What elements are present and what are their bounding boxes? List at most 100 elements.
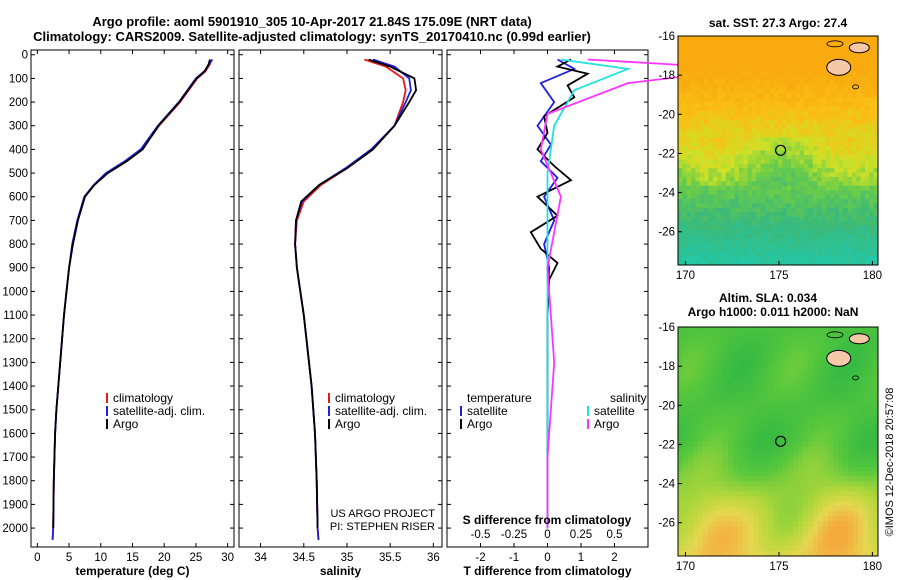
map-cell: [868, 486, 874, 492]
map-cell: [708, 376, 714, 383]
map-cell: [817, 80, 822, 85]
map-cell: [730, 88, 735, 94]
map-cell: [853, 526, 859, 532]
map-cell: [686, 80, 692, 85]
map-cell: [760, 40, 766, 46]
map-cell: [713, 481, 719, 487]
map-cell: [704, 80, 709, 85]
map-cell: [873, 176, 879, 182]
map-cell: [698, 411, 704, 418]
map-cell: [834, 234, 840, 239]
map-cell: [768, 461, 774, 467]
map-cell: [823, 461, 829, 467]
map-cell: [791, 93, 796, 99]
map-cell: [756, 62, 762, 68]
map-cell: [864, 185, 870, 191]
map-cell: [688, 496, 694, 502]
map-cell: [817, 216, 822, 222]
map-cell: [753, 401, 759, 408]
map-cell: [808, 216, 814, 222]
map-cell: [858, 416, 864, 422]
map-cell: [834, 88, 840, 94]
map-cell: [683, 531, 689, 537]
map-cell: [730, 119, 735, 125]
map-cell: [728, 461, 734, 467]
map-cell: [703, 361, 709, 368]
map-cell: [730, 84, 735, 90]
map-cell: [778, 376, 784, 383]
map-cell: [798, 446, 804, 452]
map-cell: [738, 516, 744, 522]
map-cell: [786, 88, 792, 94]
map-cell: [795, 207, 801, 213]
map-cell: [717, 137, 722, 143]
map-cell: [783, 391, 789, 398]
map-cell: [678, 36, 683, 41]
map-cell: [704, 115, 709, 121]
map-cell: [763, 461, 769, 467]
map-cell: [695, 238, 701, 244]
map-cell: [728, 501, 734, 507]
map-cell: [703, 551, 709, 557]
map-cell: [693, 386, 699, 393]
map-cell: [738, 327, 744, 333]
map-cell: [786, 119, 792, 125]
map-cell: [751, 124, 757, 129]
map-cell: [723, 431, 729, 437]
map-cell: [804, 256, 809, 261]
map-cell: [725, 40, 731, 46]
map-cell: [738, 536, 744, 542]
map-cell: [758, 546, 764, 552]
map-cell: [830, 53, 835, 59]
map-cell: [808, 229, 814, 235]
map-cell: [833, 486, 839, 492]
map-cell: [718, 546, 724, 552]
map-cell: [860, 97, 866, 103]
map-cell: [791, 62, 796, 68]
x-tick-label: 36: [427, 552, 440, 564]
map-cell: [753, 446, 759, 452]
map-cell: [873, 436, 879, 442]
map-cell: [821, 71, 827, 77]
map-cell: [773, 361, 779, 368]
map-cell: [717, 53, 722, 59]
map-cell: [703, 341, 709, 348]
map-cell: [712, 154, 718, 160]
map-cell: [778, 351, 784, 358]
map-cell: [791, 150, 796, 156]
map-cell: [786, 212, 792, 217]
map-cell: [812, 141, 818, 147]
map-cell: [718, 506, 724, 512]
map-cell: [868, 476, 874, 482]
map-cell: [791, 168, 796, 173]
map-cell: [803, 551, 809, 557]
map-cell: [838, 441, 844, 447]
map-cell: [786, 181, 792, 187]
map-cell: [773, 476, 779, 482]
map-cell: [860, 207, 866, 213]
map-cell: [813, 451, 819, 457]
map-cell: [851, 220, 857, 226]
map-cell: [869, 44, 875, 50]
map-cell: [678, 216, 683, 222]
map-cell: [691, 242, 696, 248]
map-cell: [821, 242, 827, 248]
map-cell: [763, 386, 769, 393]
map-cell: [873, 431, 879, 437]
map-cell: [717, 256, 722, 261]
map-cell: [721, 71, 727, 77]
map-cell: [708, 331, 714, 338]
map-cell: [678, 251, 683, 257]
map-cell: [683, 376, 689, 383]
map-cell: [683, 416, 689, 422]
map-cell: [804, 75, 809, 81]
map-cell: [791, 80, 796, 85]
map-cell: [764, 137, 770, 143]
map-cell: [682, 181, 688, 187]
map-cell: [791, 238, 796, 244]
map-cell: [691, 124, 696, 129]
map-cell: [717, 49, 722, 55]
map-cell: [764, 229, 770, 235]
map-cell: [748, 401, 754, 408]
map-cell: [747, 124, 753, 129]
